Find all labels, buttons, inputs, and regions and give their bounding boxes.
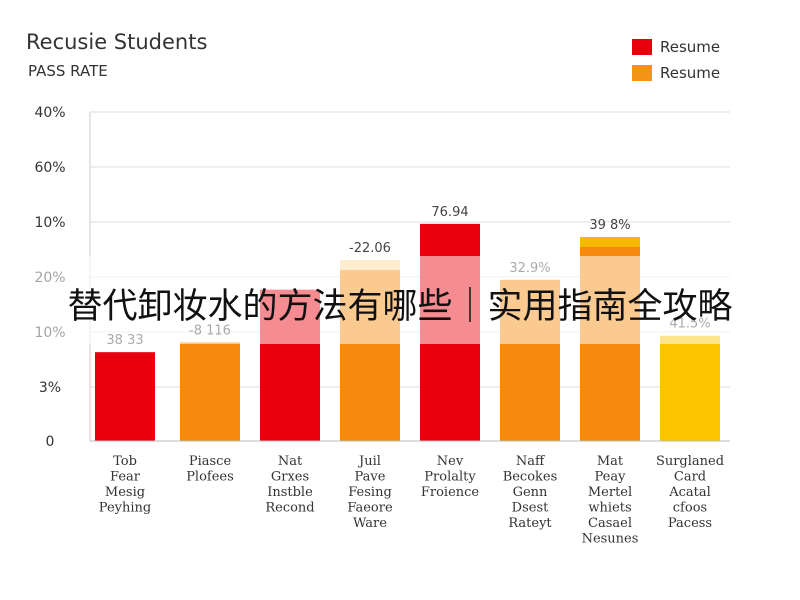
y-tick-label: 3% xyxy=(39,380,61,396)
x-tick-label: Faeore xyxy=(347,501,393,516)
y-tick-label: 10% xyxy=(34,215,65,231)
x-tick-label: Peay xyxy=(595,470,627,485)
x-tick-label: cfoos xyxy=(673,501,707,516)
chart-subtitle: PASS RATE xyxy=(28,62,108,80)
x-tick-label: Dsest xyxy=(512,501,549,516)
x-tick-label: Ware xyxy=(353,516,387,531)
x-tick-label: Plofees xyxy=(186,470,234,485)
legend-item-2: Resume xyxy=(632,60,720,86)
x-tick-label: Mat xyxy=(597,454,624,469)
x-tick-label: Fesing xyxy=(348,485,392,500)
x-tick-label: Naff xyxy=(516,454,546,469)
x-tick-label: Nat xyxy=(278,454,303,469)
x-tick-label: Froience xyxy=(421,485,480,500)
overlay-banner-text: 替代卸妆水的方法有哪些｜实用指南全攻略 xyxy=(67,287,733,327)
x-tick-label: Prolalty xyxy=(424,470,476,485)
y-tick-label: 40% xyxy=(34,105,65,121)
x-tick-label: Recond xyxy=(265,501,314,516)
x-tick-label: Casael xyxy=(588,516,632,531)
chart-legend: Resume Resume xyxy=(632,34,720,86)
x-tick-label: whiets xyxy=(588,501,631,516)
chart-title: Recusie Students xyxy=(26,30,208,54)
x-tick-label: Mesig xyxy=(105,485,145,500)
bar xyxy=(180,342,240,441)
x-tick-label: Fear xyxy=(110,470,141,485)
bar-value-label: 76.94 xyxy=(431,205,468,220)
x-tick-label: Grxes xyxy=(271,470,309,485)
x-tick-label: Tob xyxy=(113,454,137,469)
x-tick-label: Genn xyxy=(513,485,548,500)
legend-swatch-2 xyxy=(632,65,652,81)
x-tick-label: Piasce xyxy=(189,454,232,469)
bar xyxy=(95,352,155,441)
banner-backdrop xyxy=(0,256,800,344)
x-tick-label: Acatal xyxy=(668,485,711,500)
legend-swatch-1 xyxy=(632,39,652,55)
x-tick-label: Nesunes xyxy=(582,532,639,547)
y-tick-label: 0 xyxy=(46,434,55,450)
x-tick-label: Mertel xyxy=(588,485,632,500)
x-tick-label: Rateyt xyxy=(508,516,552,531)
x-tick-label: Pacess xyxy=(668,516,712,531)
x-tick-label: Surglaned xyxy=(656,454,724,469)
x-tick-label: Instble xyxy=(267,485,313,500)
y-tick-label: 60% xyxy=(34,160,65,176)
x-tick-label: Peyhing xyxy=(99,501,151,516)
bar-value-label: -22.06 xyxy=(349,241,391,256)
legend-label-2: Resume xyxy=(660,64,721,82)
x-tick-label: Nev xyxy=(437,454,464,469)
legend-item-1: Resume xyxy=(632,34,720,60)
bar xyxy=(660,335,720,441)
bar-value-label: 39 8% xyxy=(589,218,630,233)
x-tick-label: Becokes xyxy=(503,470,558,485)
x-tick-label: Card xyxy=(674,470,706,485)
x-tick-label: Pave xyxy=(355,470,386,485)
legend-label-1: Resume xyxy=(660,38,721,56)
bar-top-band xyxy=(580,237,640,248)
x-tick-label: Juil xyxy=(357,454,381,469)
